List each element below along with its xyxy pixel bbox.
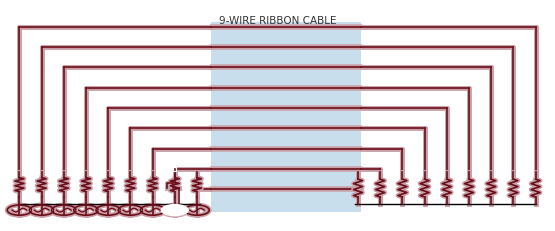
FancyBboxPatch shape	[211, 23, 361, 213]
Circle shape	[162, 205, 188, 216]
Text: 9-WIRE RIBBON CABLE: 9-WIRE RIBBON CABLE	[219, 16, 336, 26]
